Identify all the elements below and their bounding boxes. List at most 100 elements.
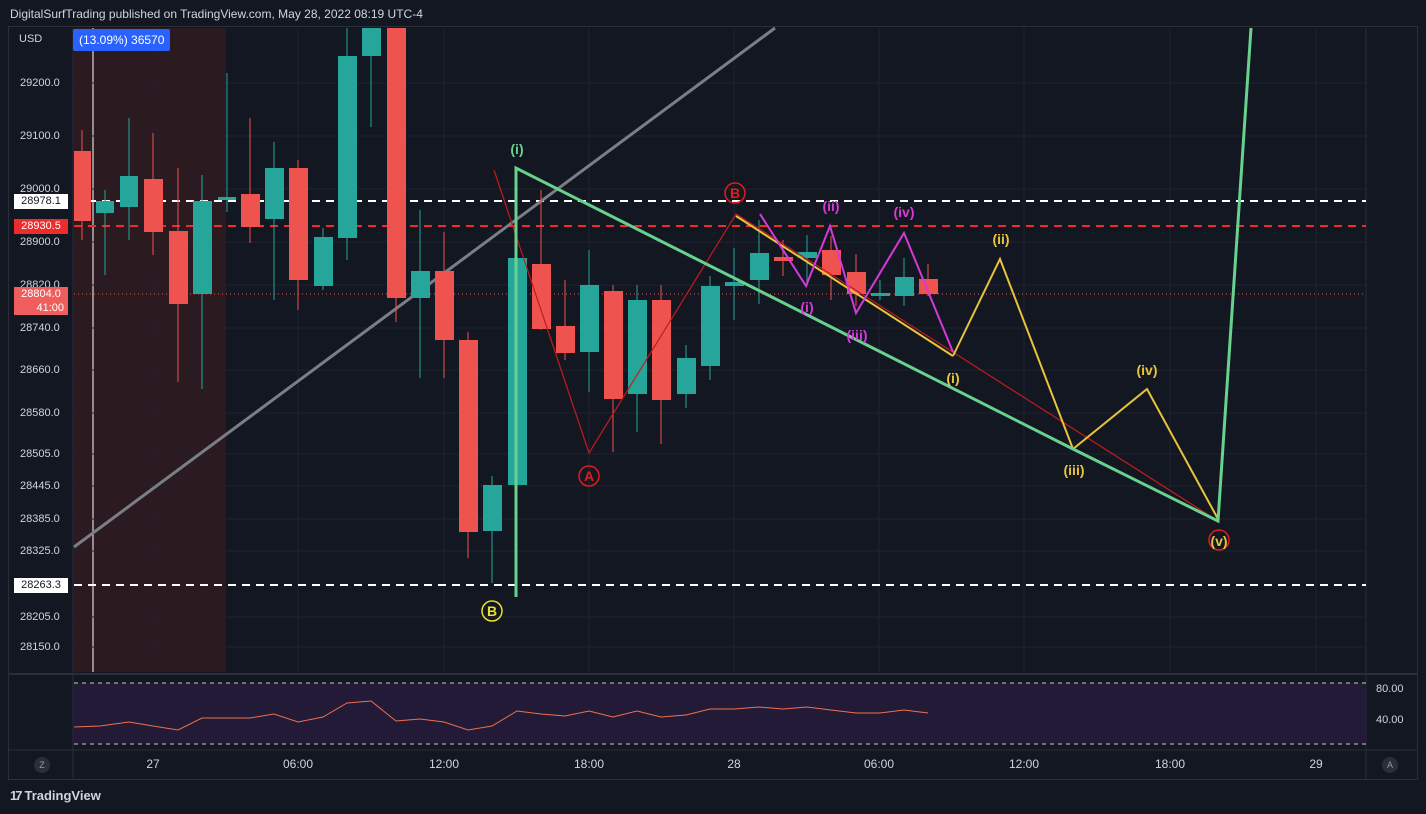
price-label: 28505.0 bbox=[20, 448, 60, 460]
time-label: 12:00 bbox=[428, 757, 460, 771]
candle bbox=[677, 358, 696, 394]
candle bbox=[120, 176, 138, 207]
zoom-button[interactable]: Z bbox=[34, 757, 50, 773]
candle bbox=[774, 257, 793, 261]
candle bbox=[144, 179, 163, 232]
price-label: 28385.0 bbox=[20, 513, 60, 525]
time-label: 18:00 bbox=[573, 757, 605, 771]
candle bbox=[604, 291, 623, 399]
price-label: 28205.0 bbox=[20, 611, 60, 623]
wave-label-magenta-iv: (iv) bbox=[894, 204, 915, 220]
wave-label-yellow-ii: (ii) bbox=[992, 231, 1009, 247]
wave-label-green-i: (i) bbox=[510, 141, 523, 157]
chart-frame[interactable] bbox=[8, 26, 1418, 780]
price-label: 28900.0 bbox=[20, 236, 60, 248]
wave-label-red-a: A bbox=[584, 468, 594, 484]
wave-label-magenta-i: (i) bbox=[800, 299, 813, 315]
wave-label-yellow-i: (i) bbox=[946, 370, 959, 386]
currency-label: USD bbox=[19, 33, 43, 45]
price-label: 29200.0 bbox=[20, 77, 60, 89]
brand-name: TradingView bbox=[24, 788, 101, 803]
rsi-label-upper: 80.00 bbox=[1376, 683, 1404, 695]
auto-scale-button[interactable]: A bbox=[1382, 757, 1398, 773]
candle bbox=[798, 252, 817, 258]
time-label: 18:00 bbox=[1154, 757, 1186, 771]
candle bbox=[169, 231, 188, 304]
wave-marker-end bbox=[1208, 529, 1230, 551]
tradingview-logo-icon: 17 bbox=[10, 788, 23, 803]
price-label: 28580.0 bbox=[20, 407, 60, 419]
price-label: 28445.0 bbox=[20, 480, 60, 492]
change-badge[interactable]: (13.09%) 36570 bbox=[73, 29, 171, 51]
wave-marker-red-b bbox=[724, 182, 746, 204]
level-tag-red: 28930.5 bbox=[14, 219, 68, 234]
current-price-value: 28804.0 bbox=[21, 288, 61, 300]
candle bbox=[338, 56, 357, 238]
candle bbox=[580, 285, 599, 352]
price-label: 29000.0 bbox=[20, 183, 60, 195]
candle bbox=[822, 250, 841, 275]
candle bbox=[96, 201, 114, 213]
footer-brand[interactable]: 17 TradingView bbox=[10, 788, 101, 803]
wave-label-yellow-iv: (iv) bbox=[1137, 362, 1158, 378]
price-label: 28150.0 bbox=[20, 641, 60, 653]
green-wave bbox=[514, 27, 1253, 597]
level-tag-bottom: 28263.3 bbox=[14, 578, 68, 593]
level-tag-top: 28978.1 bbox=[14, 194, 68, 209]
wave-label-magenta-iii: (iii) bbox=[847, 327, 868, 343]
candles bbox=[74, 28, 938, 583]
wave-label-yellow-iii: (iii) bbox=[1064, 462, 1085, 478]
bar-countdown: 41:00 bbox=[36, 302, 64, 314]
time-label: 28 bbox=[727, 757, 741, 771]
yellow-projection-wave bbox=[952, 256, 1219, 520]
time-label: 27 bbox=[146, 757, 160, 771]
publish-info: DigitalSurfTrading published on TradingV… bbox=[10, 7, 423, 21]
candle bbox=[362, 28, 381, 56]
price-label: 28325.0 bbox=[20, 545, 60, 557]
wave-label-end-v: (v) bbox=[1210, 533, 1227, 549]
red-abc-wave bbox=[493, 169, 1219, 522]
candle bbox=[556, 326, 575, 353]
candle bbox=[193, 201, 212, 294]
candle bbox=[847, 272, 866, 294]
candle bbox=[74, 151, 91, 221]
candle bbox=[218, 197, 236, 200]
wave-label-red-b: B bbox=[730, 185, 740, 201]
top-bar: DigitalSurfTrading published on TradingV… bbox=[0, 0, 1426, 28]
wave-label-yellow-b: B bbox=[487, 603, 497, 619]
candle bbox=[265, 168, 284, 219]
wave-marker-red-a bbox=[578, 465, 600, 487]
candle bbox=[459, 340, 478, 532]
candle bbox=[411, 271, 430, 298]
candle bbox=[532, 264, 551, 329]
candle bbox=[725, 282, 744, 286]
rsi-band bbox=[74, 683, 1366, 744]
candle bbox=[750, 253, 769, 280]
wave-marker-yellow-b bbox=[481, 600, 503, 622]
candle bbox=[289, 168, 308, 280]
time-label: 29 bbox=[1309, 757, 1323, 771]
candle bbox=[483, 485, 502, 531]
candle bbox=[387, 28, 406, 298]
time-label: 06:00 bbox=[282, 757, 314, 771]
time-label: 06:00 bbox=[863, 757, 895, 771]
current-price-tag: 28804.0 41:00 bbox=[14, 287, 68, 315]
candle bbox=[241, 194, 260, 227]
price-label: 28660.0 bbox=[20, 364, 60, 376]
candle bbox=[701, 286, 720, 366]
candle bbox=[314, 237, 333, 286]
price-label: 29100.0 bbox=[20, 130, 60, 142]
candle bbox=[895, 277, 914, 296]
candle bbox=[871, 293, 890, 296]
session-highlight bbox=[74, 28, 226, 672]
time-label: 12:00 bbox=[1008, 757, 1040, 771]
rsi-label-lower: 40.00 bbox=[1376, 714, 1404, 726]
yellow-inner-wave bbox=[735, 215, 954, 357]
candle bbox=[652, 300, 671, 400]
wave-label-magenta-ii: (ii) bbox=[822, 198, 839, 214]
candle bbox=[628, 300, 647, 394]
price-label: 28740.0 bbox=[20, 322, 60, 334]
rsi-line bbox=[73, 700, 929, 731]
magenta-wave bbox=[759, 213, 954, 353]
